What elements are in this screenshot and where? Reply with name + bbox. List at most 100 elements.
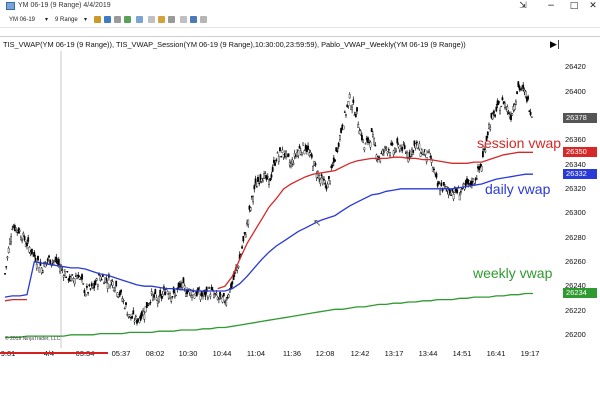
candle-body [182, 277, 185, 284]
candle-body [452, 193, 455, 200]
candle-body [440, 182, 443, 187]
minimize-button[interactable]: − [547, 1, 555, 11]
candle-body [57, 259, 60, 265]
candle-body [391, 143, 394, 146]
candle-body [396, 138, 399, 144]
candle-body [334, 159, 336, 162]
properties-icon[interactable] [148, 16, 155, 23]
time-tick-label: 11:36 [282, 349, 302, 358]
interval-selector[interactable]: 9 Range [55, 17, 78, 23]
candle-body [363, 147, 366, 151]
candle-body [77, 274, 80, 278]
time-tick-label: 13:44 [418, 349, 438, 358]
dropdown-arrow-icon[interactable]: ▾ [45, 17, 49, 23]
candle-body [266, 176, 269, 178]
copyright-text: © 2019 NinjaTrader, LLC [5, 336, 61, 342]
candle-body [517, 81, 520, 87]
candle-body [208, 287, 210, 289]
candle-body [11, 228, 14, 231]
candle-body [292, 162, 295, 165]
candle-body [85, 285, 88, 288]
play-icon[interactable]: ▶| [550, 40, 560, 50]
candle-body [530, 116, 533, 118]
candle-body [169, 293, 171, 299]
zoom-icon[interactable] [136, 16, 143, 23]
candle-body [84, 294, 87, 297]
chart-trader-icon[interactable] [168, 16, 175, 23]
dropdown-arrow-icon[interactable]: ▾ [84, 17, 88, 23]
candle-body [120, 289, 123, 293]
candle-body [63, 271, 66, 276]
instrument-selector[interactable]: YM 06-19 [9, 17, 36, 23]
candle-body [510, 114, 512, 120]
candle-body [497, 100, 500, 104]
scroll-progress-bar[interactable] [0, 352, 108, 354]
candle-body [438, 181, 440, 185]
candle-body [303, 150, 306, 155]
candle-body [491, 113, 494, 120]
candle-body [271, 167, 274, 172]
price-tick-label: 26240 [565, 281, 586, 291]
templates-icon[interactable] [180, 16, 187, 23]
candle-body [202, 295, 204, 297]
candle-body [7, 247, 10, 253]
close-button[interactable]: ✕ [589, 1, 597, 11]
candle-body [336, 150, 339, 152]
candle-body [206, 297, 209, 300]
chart-panel[interactable]: TIS_VWAP(YM 06-19 (9 Range)), TIS_VWAP_S… [0, 36, 600, 361]
candle-body [171, 296, 174, 298]
bar-style-icon[interactable] [94, 16, 101, 23]
restore-icon[interactable]: ⇲ [519, 1, 527, 11]
candle-body [504, 102, 506, 108]
candle-body [331, 165, 334, 167]
candle-body [364, 143, 367, 145]
strategies-icon[interactable] [158, 16, 165, 23]
candle-body [160, 295, 163, 299]
candle-body [461, 187, 463, 190]
candle-body [506, 106, 509, 112]
stop-icon[interactable] [124, 16, 131, 23]
candle-body [351, 107, 353, 111]
pencil-icon[interactable] [114, 16, 121, 23]
time-tick-label: 13:17 [384, 349, 404, 358]
candle-body [115, 280, 118, 287]
candle-body [117, 294, 120, 297]
candle-body [416, 141, 418, 144]
candle-body [186, 289, 188, 295]
candle-body [515, 100, 517, 105]
price-axis[interactable]: 2642026400263802636026340263202630026280… [562, 37, 600, 361]
candle-body [357, 123, 360, 128]
price-tick-label: 26220 [565, 305, 586, 315]
candle-body [348, 94, 351, 99]
candle-body [39, 261, 42, 266]
candle-body [159, 289, 162, 296]
candle-body [412, 149, 415, 153]
candle-body [260, 178, 263, 182]
candle-body [329, 180, 331, 185]
candle-body [318, 175, 320, 180]
more-icon[interactable] [200, 16, 207, 23]
maximize-button[interactable]: □ [569, 1, 579, 11]
candle-body [319, 179, 322, 184]
candle-body [93, 282, 96, 288]
candle-body [343, 111, 346, 113]
candle-body [92, 287, 94, 289]
daily-vwap-annotation: daily vwap [485, 181, 551, 197]
candle-body [199, 295, 202, 300]
candle-body [139, 314, 142, 321]
candle-body [387, 149, 390, 151]
candle-body [222, 293, 225, 297]
candle-body [374, 145, 377, 147]
time-axis[interactable]: 9:014/403:3405:3708:0210:3010:4411:0411:… [0, 348, 562, 361]
candle-body [170, 297, 173, 302]
candle-body [257, 176, 259, 183]
price-chart[interactable] [0, 37, 562, 348]
candle-body [89, 288, 92, 290]
indicators-icon[interactable] [190, 16, 197, 23]
candle-body [335, 147, 338, 152]
candle-body [386, 151, 389, 154]
candle-body [258, 182, 261, 185]
candle-body [320, 174, 323, 176]
draw-tool-icon[interactable] [104, 16, 111, 23]
candle-body [528, 110, 531, 112]
